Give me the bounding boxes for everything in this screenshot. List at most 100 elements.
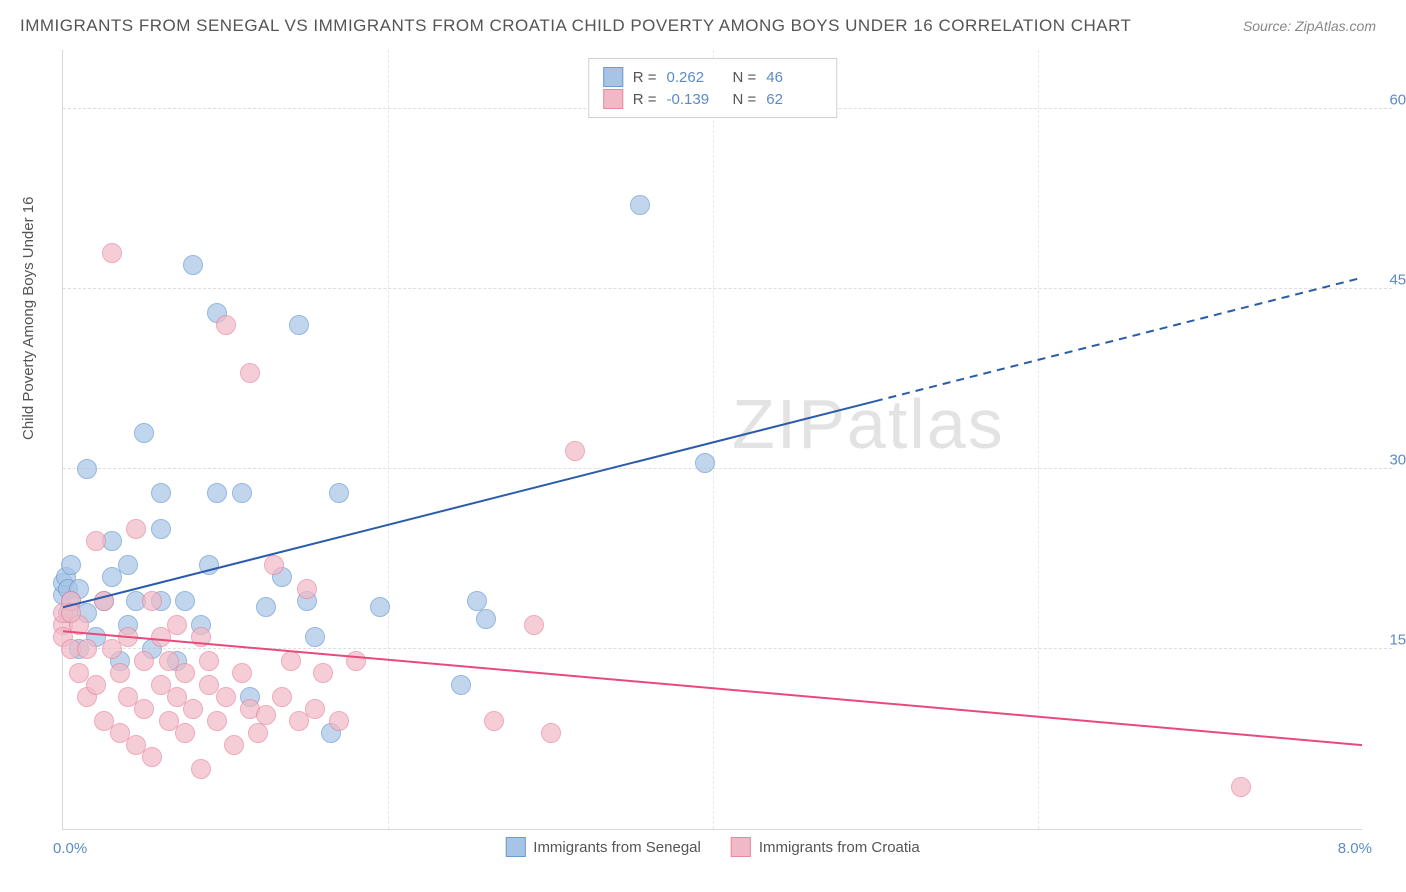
scatter-point bbox=[126, 519, 146, 539]
watermark-bold: ZIP bbox=[732, 385, 847, 463]
scatter-point bbox=[175, 591, 195, 611]
gridline-v bbox=[1038, 50, 1039, 829]
series-legend: Immigrants from Senegal Immigrants from C… bbox=[505, 837, 919, 857]
watermark: ZIPatlas bbox=[732, 384, 1005, 464]
scatter-point bbox=[134, 699, 154, 719]
scatter-point bbox=[370, 597, 390, 617]
scatter-point bbox=[77, 459, 97, 479]
scatter-point bbox=[256, 597, 276, 617]
legend-r-label: R = bbox=[633, 69, 657, 86]
scatter-point bbox=[151, 483, 171, 503]
scatter-point bbox=[232, 663, 252, 683]
legend-swatch bbox=[731, 837, 751, 857]
x-tick-label: 0.0% bbox=[53, 840, 87, 857]
legend-r-value: -0.139 bbox=[667, 91, 723, 108]
scatter-point bbox=[476, 609, 496, 629]
legend-r-label: R = bbox=[633, 91, 657, 108]
scatter-point bbox=[175, 723, 195, 743]
scatter-point bbox=[94, 591, 114, 611]
legend-n-value: 46 bbox=[766, 69, 822, 86]
scatter-point bbox=[142, 591, 162, 611]
gridline-h bbox=[63, 288, 1392, 289]
scatter-point bbox=[61, 555, 81, 575]
scatter-point bbox=[191, 759, 211, 779]
scatter-point bbox=[199, 555, 219, 575]
scatter-point bbox=[142, 747, 162, 767]
legend-swatch bbox=[603, 89, 623, 109]
scatter-point bbox=[199, 651, 219, 671]
scatter-point bbox=[346, 651, 366, 671]
scatter-point bbox=[484, 711, 504, 731]
scatter-point bbox=[110, 663, 130, 683]
scatter-point bbox=[305, 627, 325, 647]
y-tick-label: 30.0% bbox=[1389, 452, 1406, 469]
scatter-point bbox=[297, 579, 317, 599]
y-axis-label: Child Poverty Among Boys Under 16 bbox=[20, 197, 37, 440]
legend-swatch bbox=[603, 67, 623, 87]
x-tick-label: 8.0% bbox=[1338, 840, 1372, 857]
y-tick-label: 45.0% bbox=[1389, 272, 1406, 289]
plot-area: ZIPatlas R =0.262N =46R =-0.139N =62 Imm… bbox=[62, 50, 1362, 830]
legend-n-label: N = bbox=[733, 91, 757, 108]
scatter-point bbox=[313, 663, 333, 683]
y-tick-label: 60.0% bbox=[1389, 92, 1406, 109]
scatter-point bbox=[248, 723, 268, 743]
scatter-point bbox=[167, 615, 187, 635]
legend-item: Immigrants from Senegal bbox=[505, 837, 701, 857]
scatter-point bbox=[77, 639, 97, 659]
chart-title: IMMIGRANTS FROM SENEGAL VS IMMIGRANTS FR… bbox=[20, 16, 1131, 36]
legend-row: R = 0.262 N = 46 bbox=[603, 67, 823, 87]
legend-series-name: Immigrants from Croatia bbox=[759, 839, 920, 856]
scatter-point bbox=[1231, 777, 1251, 797]
scatter-point bbox=[451, 675, 471, 695]
legend-n-label: N = bbox=[733, 69, 757, 86]
gridline-v bbox=[388, 50, 389, 829]
scatter-point bbox=[86, 531, 106, 551]
scatter-point bbox=[216, 687, 236, 707]
scatter-point bbox=[329, 711, 349, 731]
scatter-point bbox=[191, 627, 211, 647]
legend-n-value: 62 bbox=[766, 91, 822, 108]
scatter-point bbox=[183, 699, 203, 719]
legend-item: Immigrants from Croatia bbox=[731, 837, 920, 857]
legend-series-name: Immigrants from Senegal bbox=[533, 839, 701, 856]
scatter-point bbox=[281, 651, 301, 671]
scatter-point bbox=[524, 615, 544, 635]
scatter-point bbox=[151, 519, 171, 539]
scatter-point bbox=[467, 591, 487, 611]
legend-row: R = -0.139 N = 62 bbox=[603, 89, 823, 109]
scatter-point bbox=[289, 315, 309, 335]
scatter-point bbox=[630, 195, 650, 215]
trendline-dashed bbox=[875, 278, 1362, 402]
scatter-point bbox=[264, 555, 284, 575]
scatter-point bbox=[256, 705, 276, 725]
scatter-point bbox=[86, 675, 106, 695]
scatter-point bbox=[565, 441, 585, 461]
legend-r-value: 0.262 bbox=[667, 69, 723, 86]
scatter-point bbox=[272, 687, 292, 707]
gridline-h bbox=[63, 468, 1392, 469]
scatter-point bbox=[240, 363, 260, 383]
scatter-point bbox=[183, 255, 203, 275]
gridline-v bbox=[713, 50, 714, 829]
scatter-point bbox=[541, 723, 561, 743]
gridline-h bbox=[63, 648, 1392, 649]
y-tick-label: 15.0% bbox=[1389, 632, 1406, 649]
scatter-point bbox=[118, 555, 138, 575]
scatter-point bbox=[207, 711, 227, 731]
scatter-point bbox=[329, 483, 349, 503]
scatter-point bbox=[224, 735, 244, 755]
scatter-point bbox=[102, 243, 122, 263]
trendline-solid bbox=[63, 401, 875, 607]
scatter-point bbox=[134, 651, 154, 671]
scatter-point bbox=[695, 453, 715, 473]
scatter-point bbox=[175, 663, 195, 683]
scatter-point bbox=[118, 627, 138, 647]
legend-swatch bbox=[505, 837, 525, 857]
scatter-point bbox=[305, 699, 325, 719]
scatter-point bbox=[216, 315, 236, 335]
source-attribution: Source: ZipAtlas.com bbox=[1243, 18, 1376, 34]
scatter-point bbox=[61, 603, 81, 623]
watermark-thin: atlas bbox=[847, 385, 1005, 463]
scatter-point bbox=[232, 483, 252, 503]
